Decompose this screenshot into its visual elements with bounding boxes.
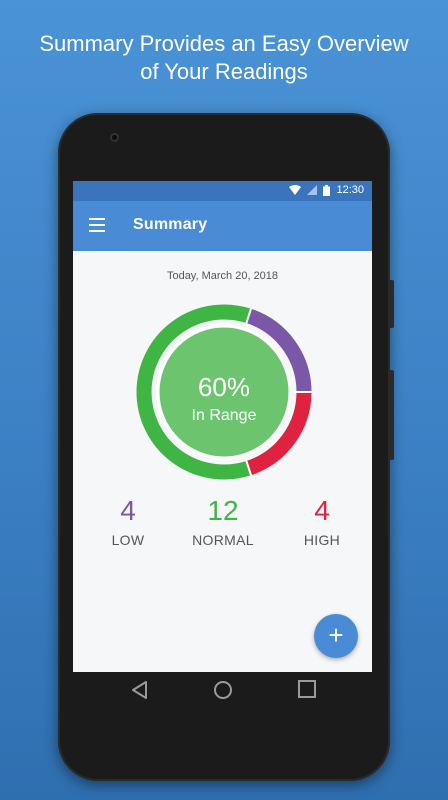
- page-title: Summary: [133, 216, 208, 233]
- add-reading-button[interactable]: +: [314, 614, 358, 658]
- camera-icon: [110, 133, 119, 142]
- stat-high-value: 4: [314, 495, 330, 526]
- wifi-icon: [289, 185, 302, 195]
- app-bar: Summary: [73, 201, 372, 251]
- donut-segment-normal: [136, 304, 252, 480]
- recents-icon[interactable]: [298, 680, 316, 698]
- donut-segment-low: [246, 308, 312, 393]
- home-icon[interactable]: [213, 680, 233, 700]
- stat-normal-label: NORMAL: [192, 532, 254, 548]
- stat-high[interactable]: 4 HIGH: [282, 494, 362, 548]
- hamburger-menu-icon[interactable]: [89, 218, 105, 232]
- stat-low[interactable]: 4 LOW: [88, 494, 168, 548]
- stat-low-value: 4: [120, 495, 136, 526]
- status-bar: 12:30: [73, 181, 372, 201]
- back-icon[interactable]: [130, 680, 148, 700]
- summary-date: Today, March 20, 2018: [166, 270, 279, 282]
- stat-high-label: HIGH: [303, 532, 341, 548]
- promo-line-1: Summary Provides an Easy Overview: [39, 31, 409, 56]
- donut-center: [156, 324, 292, 460]
- promo-line-2: of Your Readings: [140, 59, 308, 84]
- percent-in-range: 60%: [198, 372, 250, 402]
- stat-normal-value: 12: [207, 495, 239, 526]
- signal-icon: [307, 185, 318, 195]
- status-time: 12:30: [336, 184, 364, 196]
- promo-headline: Summary Provides an Easy Overview of You…: [0, 30, 448, 86]
- donut-separator: [244, 307, 253, 325]
- phone-volume-button: [388, 370, 394, 460]
- android-nav-bar: [73, 672, 372, 714]
- phone-side-button: [388, 280, 394, 328]
- phone-screen: 12:30 Summary Today, March 20, 2018 60% …: [73, 181, 372, 672]
- range-donut-chart: 60% In Range: [136, 304, 312, 480]
- stat-low-label: LOW: [111, 532, 145, 548]
- stat-normal[interactable]: 12 NORMAL: [183, 494, 263, 548]
- in-range-label: In Range: [192, 407, 257, 424]
- donut-segment-high: [246, 391, 312, 476]
- battery-icon: [323, 184, 331, 196]
- donut-separator: [244, 459, 253, 477]
